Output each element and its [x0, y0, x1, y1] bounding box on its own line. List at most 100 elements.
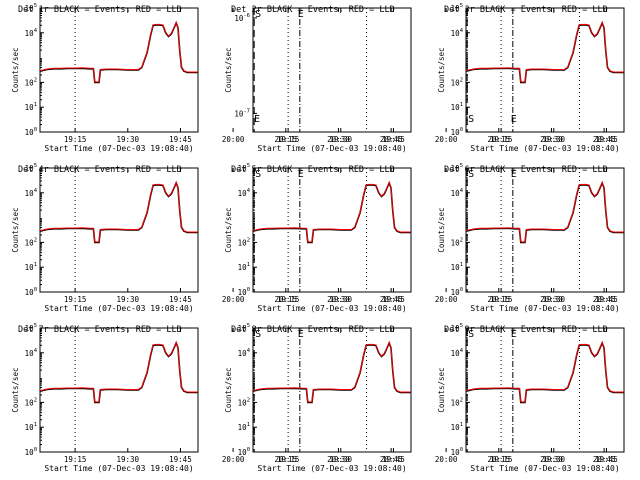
- x-tick-label: 20:15: [487, 455, 510, 464]
- events-series-line: [252, 340, 411, 404]
- x-tick-label: 19:30: [329, 455, 352, 464]
- y-tick-label: 10-6: [234, 13, 250, 23]
- y-tick-base: 10: [25, 288, 35, 297]
- y-tick-label: 10-7: [234, 108, 250, 118]
- events-series-line: [39, 340, 198, 404]
- x-tick-label: 19:15: [64, 295, 87, 304]
- y-tick-base: 10: [451, 164, 461, 173]
- y-tick-base: 10: [234, 14, 244, 23]
- y-tick-label: 104: [238, 188, 251, 198]
- x-axis-label: Start Time (07-Dec-03 19:08:40): [257, 464, 406, 473]
- y-tick-exp: 4: [34, 348, 38, 354]
- y-axis-label: Counts/sec: [437, 207, 446, 252]
- panel-title: Det 4r BLACK = Events, RED = LLD: [18, 165, 182, 175]
- y-tick-base: 10: [451, 349, 461, 358]
- x-tick-label: 20:45: [380, 135, 403, 144]
- y-tick-label: 105: [451, 323, 463, 333]
- y-tick-label: 102: [25, 397, 37, 407]
- x-tick-label: 20:15: [274, 295, 297, 304]
- y-tick-label: 101: [451, 102, 463, 112]
- x-tick-label: 20:00: [435, 455, 458, 464]
- s-marker: S: [468, 114, 474, 125]
- e-marker-left: E: [254, 114, 260, 125]
- y-tick-base: 10: [451, 189, 461, 198]
- y-tick-label: 100: [25, 447, 37, 457]
- y-tick-exp: 4: [247, 188, 251, 194]
- plot-frame: [39, 327, 199, 453]
- y-tick-label: 105: [238, 163, 250, 173]
- y-tick-exp: 0: [460, 447, 463, 453]
- y-tick-base: 10: [238, 448, 248, 457]
- y-tick-exp: 5: [247, 323, 250, 329]
- y-tick-base: 10: [25, 398, 35, 407]
- x-tick-label: 19:15: [277, 295, 300, 304]
- x-tick-label: 19:30: [542, 135, 565, 144]
- x-tick-label: 19:15: [277, 135, 300, 144]
- y-tick-base: 10: [25, 189, 35, 198]
- panel-det-5: Det 5r BLACK = Events, RED = LLD 19:15 19:…: [224, 163, 615, 313]
- plot-frame: [252, 327, 412, 453]
- x-tick-label: 19:30: [116, 455, 139, 464]
- plot-frame: [39, 167, 199, 293]
- x-tick-label: 19:45: [169, 455, 192, 464]
- panel-title: Det 3r BLACK = Events, RED = LLD: [444, 5, 608, 15]
- y-tick-base: 10: [25, 263, 35, 272]
- x-tick-label: 20:45: [380, 295, 403, 304]
- e-marker: E: [298, 169, 304, 180]
- y-tick-exp: 5: [460, 3, 463, 9]
- x-tick-label: 19:30: [329, 135, 352, 144]
- y-tick-exp: 0: [247, 287, 250, 293]
- panel-det-2: Det 2r BLACK = Events, RED = LLD 19:15 19:…: [224, 5, 615, 153]
- e-marker: E: [298, 329, 304, 340]
- x-tick-label: 19:30: [116, 135, 139, 144]
- y-tick-exp: -7: [243, 108, 250, 114]
- panel-det-8: Det 8r BLACK = Events, RED = LLD 19:15 19:…: [224, 323, 615, 473]
- y-tick-label: 104: [451, 28, 464, 38]
- events-series-line: [465, 340, 624, 404]
- y-tick-base: 10: [451, 29, 461, 38]
- y-tick-exp: 5: [460, 163, 463, 169]
- y-tick-exp: 2: [460, 397, 463, 403]
- y-tick-label: 102: [451, 237, 463, 247]
- y-tick-base: 10: [238, 238, 248, 247]
- x-tick-label: 19:30: [542, 455, 565, 464]
- plot-frame: [465, 167, 625, 293]
- y-tick-label: 104: [451, 188, 464, 198]
- x-tick-label: 19:15: [490, 295, 513, 304]
- y-tick-base: 10: [25, 78, 35, 87]
- lld-series-line: [252, 341, 411, 403]
- x-tick-label: 19:15: [64, 135, 87, 144]
- y-tick-base: 10: [451, 4, 461, 13]
- y-tick-label: 101: [451, 262, 463, 272]
- y-tick-base: 10: [238, 288, 248, 297]
- y-tick-label: 102: [238, 397, 250, 407]
- lld-series-line: [39, 181, 198, 243]
- panel-title: Det 8r BLACK = Events, RED = LLD: [231, 325, 395, 335]
- y-tick-base: 10: [25, 4, 35, 13]
- y-tick-base: 10: [238, 164, 248, 173]
- x-tick-label: 19:45: [382, 455, 405, 464]
- x-tick-label: 20:30: [540, 295, 563, 304]
- s-marker: S: [468, 329, 474, 340]
- y-tick-base: 10: [25, 238, 35, 247]
- y-axis-label: Counts/sec: [11, 207, 20, 252]
- y-tick-base: 10: [238, 263, 248, 272]
- x-tick-label: 20:00: [222, 455, 245, 464]
- y-tick-label: 104: [238, 348, 251, 358]
- events-series-line: [39, 180, 198, 244]
- y-tick-exp: 2: [34, 77, 37, 83]
- y-tick-exp: 5: [34, 3, 37, 9]
- x-tick-label: 20:30: [327, 455, 350, 464]
- y-tick-exp: 1: [460, 102, 463, 108]
- y-tick-exp: 5: [34, 323, 37, 329]
- events-series-line: [39, 20, 198, 84]
- panel-title: Det 1r BLACK = Events, RED = LLD: [18, 5, 182, 15]
- e-marker: E: [298, 9, 304, 20]
- x-tick-label: 19:45: [169, 135, 192, 144]
- x-tick-label: 20:30: [540, 135, 563, 144]
- y-tick-exp: 4: [34, 188, 38, 194]
- y-tick-base: 10: [451, 423, 461, 432]
- y-tick-label: 100: [25, 287, 37, 297]
- y-tick-label: 105: [25, 3, 37, 13]
- x-tick-label: 20:30: [327, 135, 350, 144]
